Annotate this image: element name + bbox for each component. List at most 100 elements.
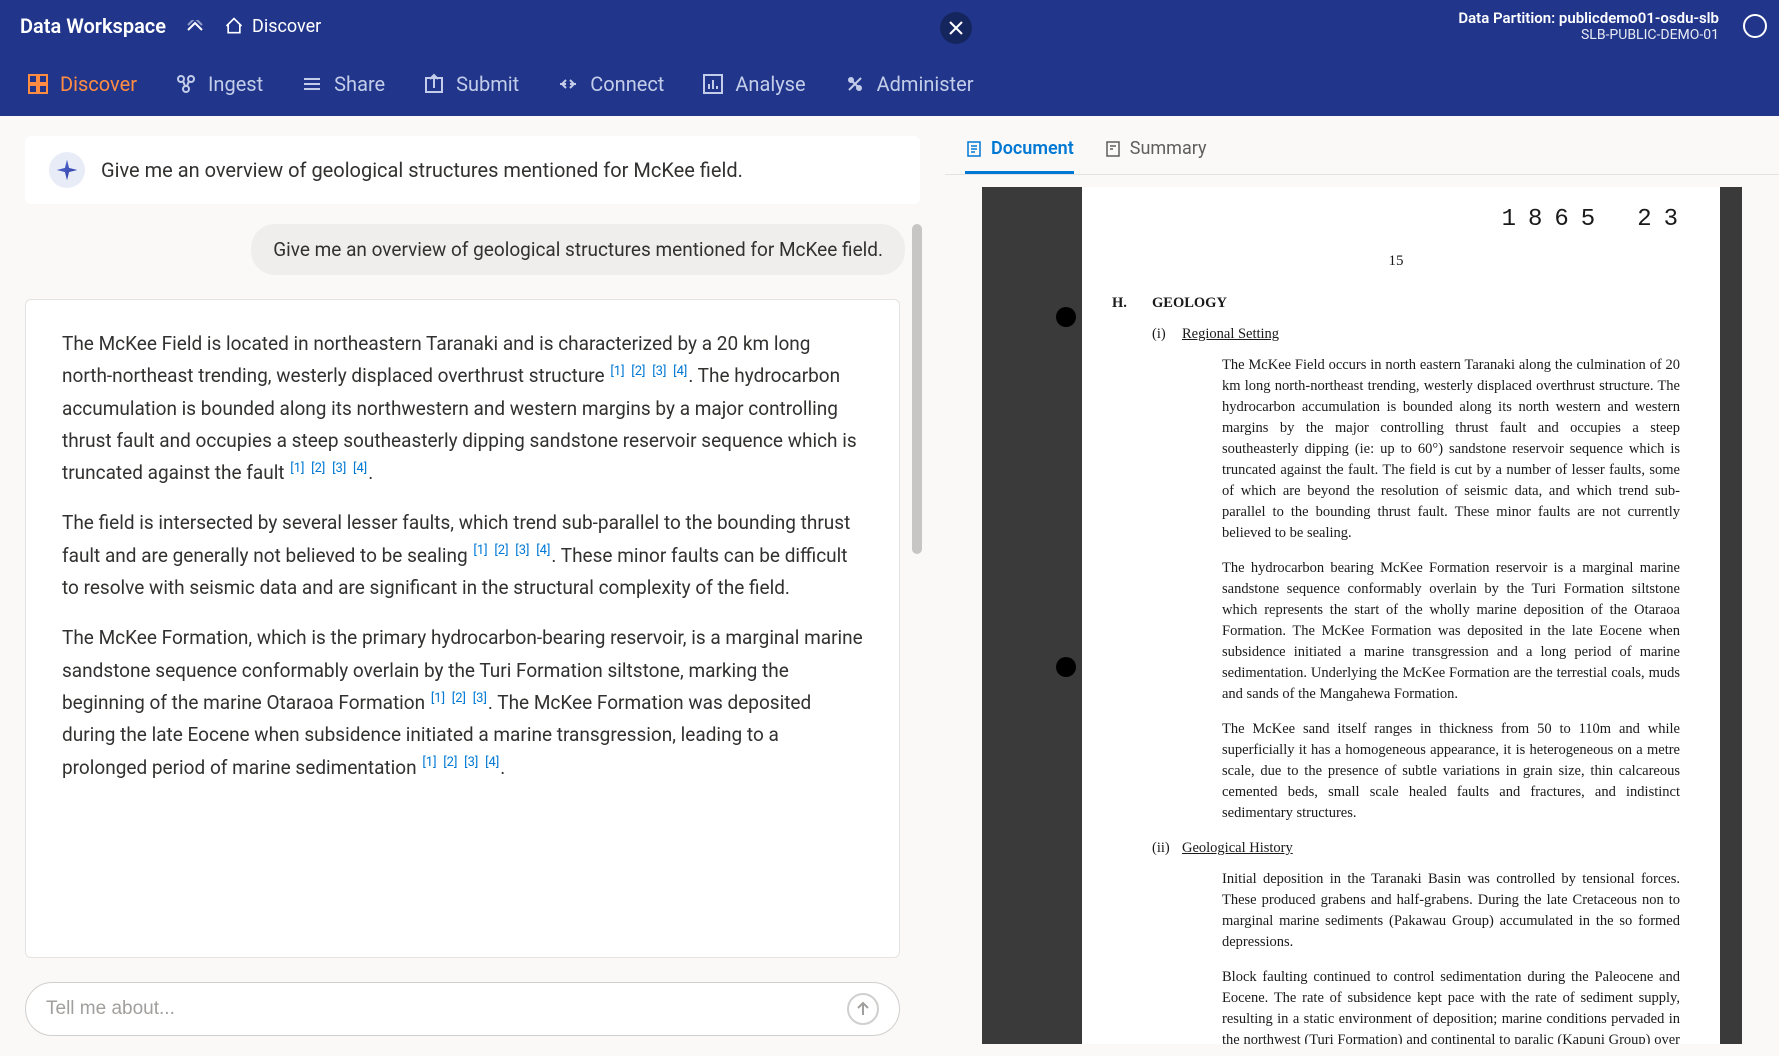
profile-icon[interactable] (1743, 14, 1767, 38)
doc-sub-ii-num: (ii) (1112, 838, 1182, 859)
nav-ingest-label: Ingest (208, 72, 263, 96)
header-left: Data Workspace Discover (20, 14, 321, 38)
doc-h-title: GEOLOGY (1152, 293, 1227, 314)
doc-left-margin (982, 187, 1082, 1044)
citation[interactable]: [1] (422, 755, 436, 770)
doc-para-5: Block faulting continued to control sedi… (1222, 967, 1680, 1044)
doc-viewer: 1865 23 15 H. GEOLOGY (i) Regional Settin… (945, 175, 1779, 1056)
citation[interactable]: [2] (452, 691, 466, 706)
citation[interactable]: [2] (311, 461, 325, 476)
document-icon (965, 140, 983, 158)
doc-para-3: The McKee sand itself ranges in thicknes… (1222, 719, 1680, 824)
submit-icon (422, 72, 446, 96)
nav-analyse-label: Analyse (735, 72, 805, 96)
citation[interactable]: [3] (473, 691, 487, 706)
top-header: Data Workspace Discover Data Partition: … (0, 0, 1779, 52)
arrow-up-icon (855, 1001, 871, 1017)
citation[interactable]: [3] (464, 755, 478, 770)
citation[interactable]: [3] (332, 461, 346, 476)
sparkle-icon (49, 152, 85, 188)
chat-header-text: Give me an overview of geological struct… (101, 158, 743, 182)
send-button[interactable] (847, 993, 879, 1025)
citation[interactable]: [1] (610, 364, 624, 379)
nav-connect-label: Connect (590, 72, 664, 96)
p3-end: . (500, 756, 505, 779)
summary-icon (1104, 140, 1122, 158)
citation[interactable]: [1] (290, 461, 304, 476)
nav-share-label: Share (334, 72, 385, 96)
citation[interactable]: [4] (536, 543, 550, 558)
doc-panel: Document Summary 1865 23 15 H. (945, 116, 1779, 1056)
nav-administer[interactable]: Administer (827, 64, 990, 104)
user-message: Give me an overview of geological struct… (251, 224, 905, 275)
citation[interactable]: [1] (473, 543, 487, 558)
close-button[interactable] (940, 12, 972, 44)
doc-para-4: Initial deposition in the Taranaki Basin… (1222, 869, 1680, 953)
analyse-icon (701, 72, 725, 96)
nav-submit-label: Submit (456, 72, 519, 96)
discover-link-label: Discover (252, 16, 321, 37)
response-p1: The McKee Field is located in northeaste… (62, 328, 863, 489)
workspace-title: Data Workspace (20, 14, 166, 38)
tab-summary[interactable]: Summary (1104, 130, 1207, 174)
discover-icon (26, 72, 50, 96)
header-right: Data Partition: publicdemo01-osdu-slb SL… (1458, 9, 1719, 43)
main-content: Give me an overview of geological struct… (0, 116, 1779, 1056)
doc-para-1: The McKee Field occurs in north eastern … (1222, 355, 1680, 544)
administer-icon (843, 72, 867, 96)
home-discover-link[interactable]: Discover (224, 16, 321, 37)
citation[interactable]: [3] (515, 543, 529, 558)
doc-page-wrapper: 1865 23 15 H. GEOLOGY (i) Regional Settin… (982, 187, 1742, 1044)
tab-document-label: Document (991, 138, 1074, 159)
doc-sub-ii: (ii) Geological History (1112, 838, 1680, 859)
punch-hole (1056, 307, 1076, 327)
nav-bar: Discover Ingest Share Submit Connect Ana… (0, 52, 1779, 116)
nav-connect[interactable]: Connect (540, 64, 680, 104)
doc-tabs: Document Summary (945, 116, 1779, 175)
home-icon (224, 16, 244, 36)
chevron-icon[interactable] (186, 17, 204, 36)
doc-para-2: The hydrocarbon bearing McKee Formation … (1222, 558, 1680, 705)
doc-top-numbers: 1865 23 (1502, 203, 1690, 238)
ingest-icon (174, 72, 198, 96)
response-p3: The McKee Formation, which is the primar… (62, 622, 863, 783)
doc-sub-i-title: Regional Setting (1182, 324, 1279, 345)
response-p2: The field is intersected by several less… (62, 507, 863, 604)
doc-sub-i-num: (i) (1112, 324, 1182, 345)
citation[interactable]: [4] (353, 461, 367, 476)
citation[interactable]: [2] (443, 755, 457, 770)
response-card: The McKee Field is located in northeaste… (25, 299, 900, 958)
doc-sub-ii-title: Geological History (1182, 838, 1293, 859)
close-icon (949, 21, 963, 35)
citation[interactable]: [3] (652, 364, 666, 379)
nav-administer-label: Administer (877, 72, 974, 96)
citation[interactable]: [2] (631, 364, 645, 379)
nav-ingest[interactable]: Ingest (158, 64, 279, 104)
doc-num-1: 1865 (1502, 206, 1608, 233)
doc-num-2: 23 (1637, 206, 1690, 233)
doc-section-h: H. GEOLOGY (1112, 293, 1680, 314)
chat-input[interactable] (46, 998, 847, 1020)
nav-share[interactable]: Share (284, 64, 401, 104)
citation[interactable]: [4] (485, 755, 499, 770)
scrollbar-thumb[interactable] (912, 224, 922, 554)
tab-document[interactable]: Document (965, 130, 1074, 174)
nav-discover-label: Discover (60, 72, 137, 96)
doc-h-label: H. (1112, 293, 1152, 314)
partition-label: Data Partition: publicdemo01-osdu-slb (1458, 9, 1719, 27)
nav-submit[interactable]: Submit (406, 64, 535, 104)
doc-page-number: 15 (1112, 251, 1680, 273)
scrollbar[interactable] (912, 224, 922, 664)
partition-id: SLB-PUBLIC-DEMO-01 (1458, 27, 1719, 43)
doc-sub-i: (i) Regional Setting (1112, 324, 1680, 345)
nav-analyse[interactable]: Analyse (685, 64, 821, 104)
chat-header: Give me an overview of geological struct… (25, 136, 920, 204)
punch-hole (1056, 657, 1076, 677)
chat-panel: Give me an overview of geological struct… (0, 116, 945, 1056)
share-icon (300, 72, 324, 96)
citation[interactable]: [4] (673, 364, 687, 379)
citation[interactable]: [2] (494, 543, 508, 558)
citation[interactable]: [1] (431, 691, 445, 706)
chat-input-area (25, 982, 900, 1036)
nav-discover[interactable]: Discover (10, 64, 153, 104)
